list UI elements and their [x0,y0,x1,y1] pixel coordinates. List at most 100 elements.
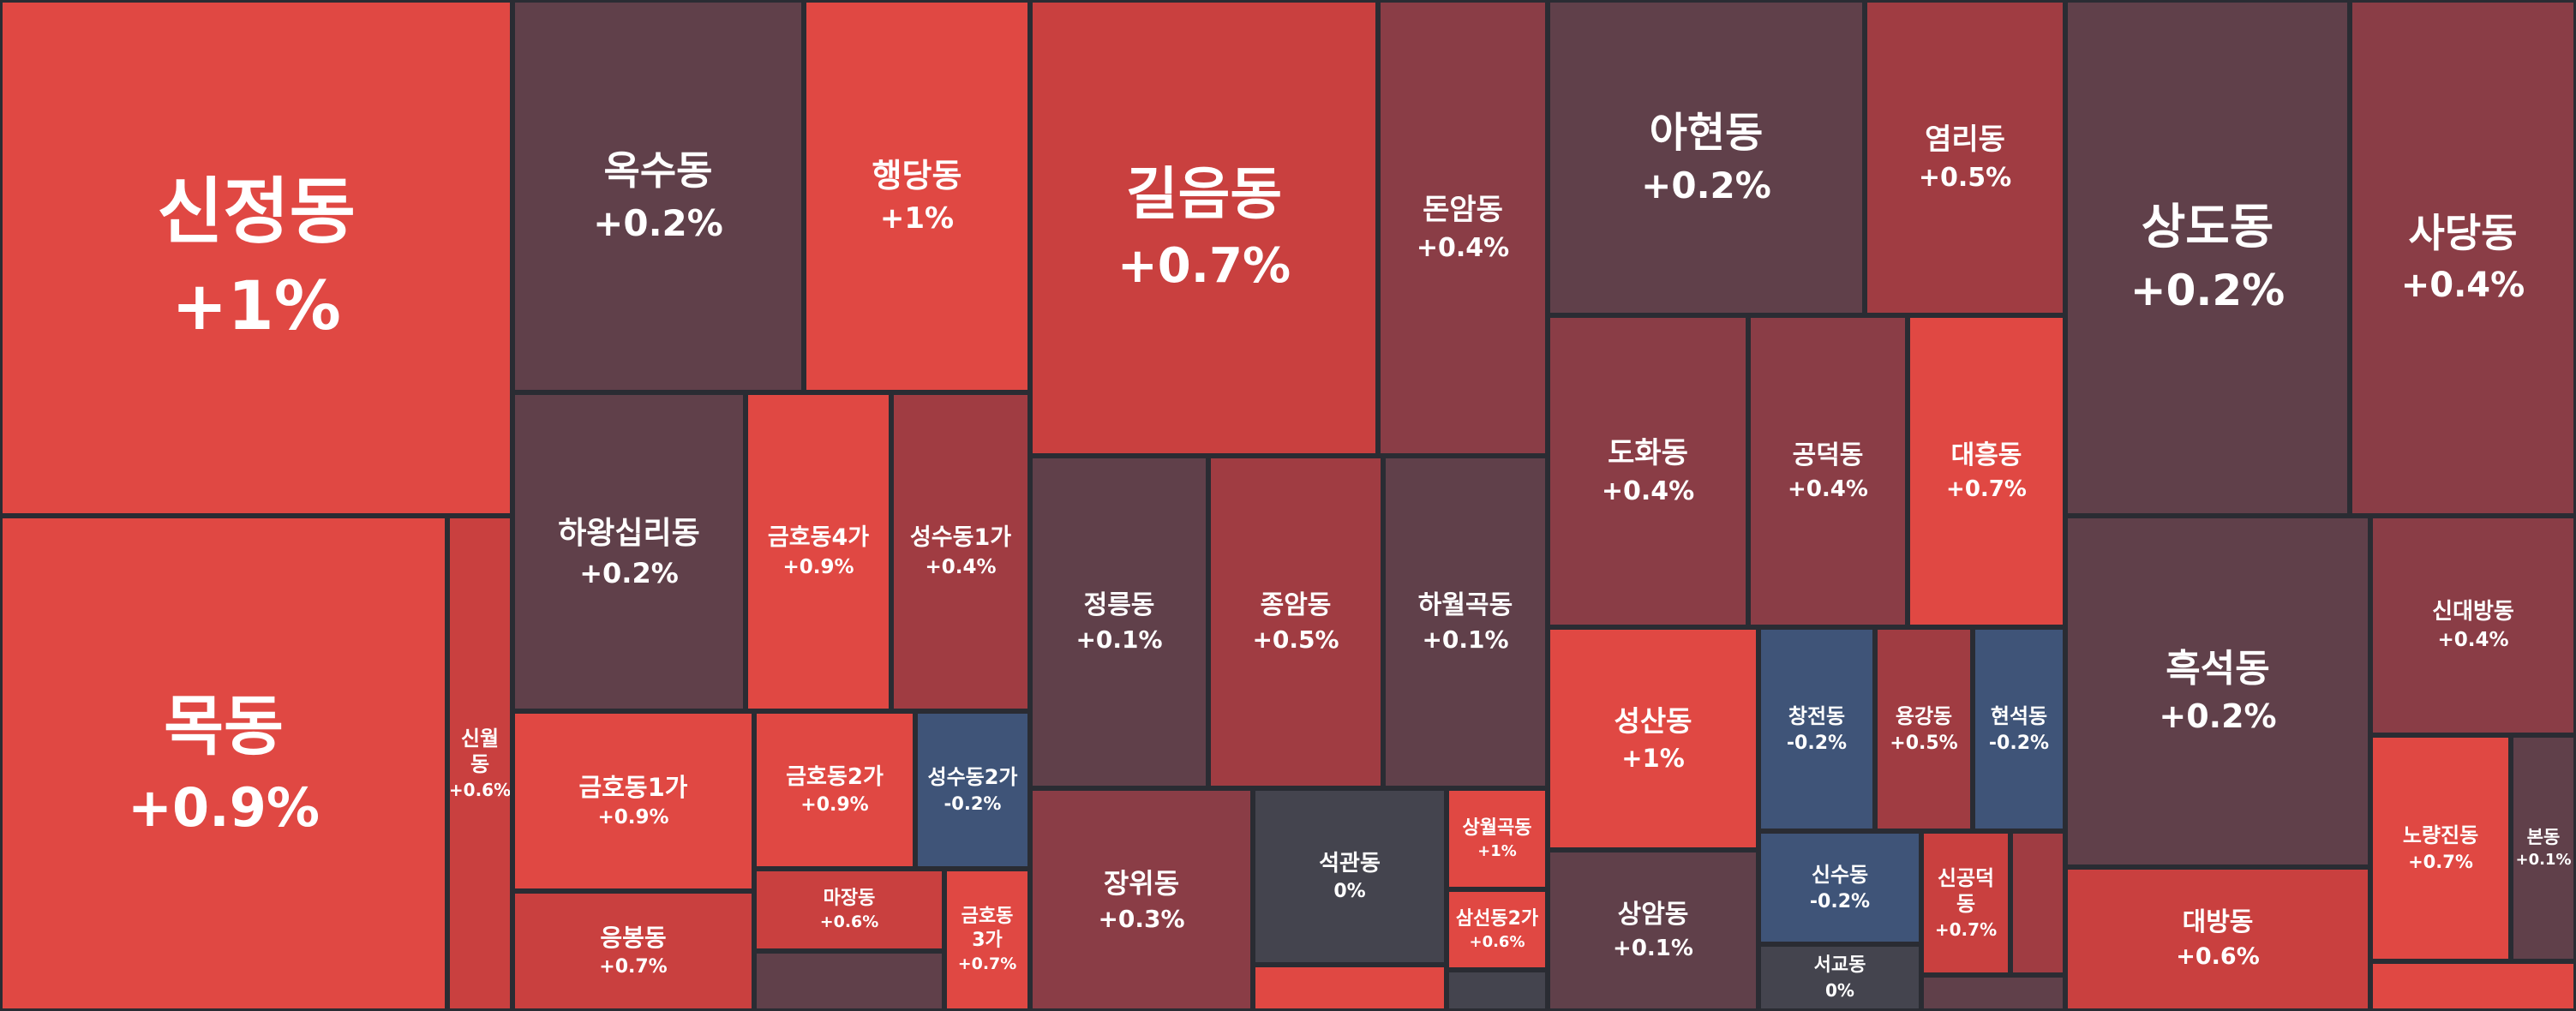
treemap-cell[interactable]: 노량진동 +0.7% [2370,735,2511,961]
cell-name: 하월곡동 [1417,589,1513,620]
treemap-cell[interactable]: 응봉동 +0.7% [512,891,754,1011]
treemap-cell[interactable]: 신월동 +0.6% [447,516,512,1011]
cell-change: +0.1% [1613,935,1693,961]
treemap-cell[interactable] [1447,970,1548,1011]
treemap-cell[interactable] [1253,965,1447,1011]
cell-name: 아현동 [1649,108,1764,157]
cell-name: 금호동1가 [578,773,688,802]
treemap-cell[interactable]: 도화동 +0.4% [1548,315,1748,627]
cell-name: 신공덕동 [1937,866,1995,916]
treemap-cell[interactable]: 신정동 +1% [0,0,512,516]
cell-name: 행당동 [872,156,962,194]
cell-change: +0.4% [2400,265,2525,305]
cell-name: 사당동 [2408,210,2518,257]
treemap-cell[interactable]: 공덕동 +0.4% [1748,315,1908,627]
cell-change: +0.9% [800,794,869,816]
treemap-cell[interactable]: 장위동 +0.3% [1030,788,1253,1011]
treemap-cell[interactable]: 대방동 +0.6% [2065,867,2370,1011]
cell-name: 현석동 [1990,703,2048,728]
cell-change: +0.5% [1918,162,2012,193]
cell-name: 도화동 [1608,436,1688,470]
cell-change: +0.7% [1117,238,1291,295]
treemap-cell[interactable]: 성수동2가 -0.2% [915,711,1030,869]
treemap-cell[interactable]: 금호동4가 +0.9% [746,392,891,711]
treemap-cell[interactable]: 아현동 +0.2% [1548,0,1865,315]
treemap-cell[interactable]: 성산동 +1% [1548,627,1758,850]
cell-change: -0.2% [1786,732,1848,754]
treemap-cell[interactable]: 성수동1가 +0.4% [891,392,1030,711]
treemap-cell[interactable]: 옥수동 +0.2% [512,0,804,392]
cell-name: 본동 [2526,827,2561,848]
cell-change: +0.4% [1601,476,1695,506]
cell-name: 삼선동2가 [1455,907,1539,930]
cell-change: +0.7% [2408,852,2473,873]
treemap-cell[interactable]: 사당동 +0.4% [2350,0,2576,516]
treemap-cell[interactable]: 창전동 -0.2% [1758,627,1875,831]
treemap-cell[interactable]: 삼선동2가 +0.6% [1447,889,1548,970]
cell-change: +0.7% [599,956,668,978]
cell-change: +0.6% [819,912,879,932]
cell-name: 목동 [164,688,284,765]
cell-name: 신월동 [460,727,500,776]
treemap-cell[interactable]: 석관동 0% [1253,788,1447,965]
treemap-cell[interactable]: 마장동 +0.6% [754,869,944,951]
treemap-cell[interactable]: 용강동 +0.5% [1875,627,1973,831]
treemap-cell[interactable]: 신공덕동 +0.7% [1921,831,2010,975]
treemap-cell[interactable] [2370,961,2576,1011]
cell-change: +0.2% [2159,697,2277,736]
cell-name: 성수동1가 [909,524,1012,552]
cell-change: +0.2% [579,556,679,589]
treemap-cell[interactable]: 상암동 +0.1% [1548,850,1758,1011]
treemap-cell[interactable]: 서교동 0% [1758,944,1921,1011]
cell-change: +1% [1621,743,1685,773]
cell-change: -0.2% [944,793,1002,815]
treemap-cell[interactable]: 행당동 +1% [804,0,1030,392]
cell-change: +0.3% [1098,904,1185,933]
cell-name: 창전동 [1788,703,1846,728]
treemap-cell[interactable]: 염리동 +0.5% [1865,0,2065,315]
treemap-cell[interactable]: 정릉동 +0.1% [1030,456,1208,788]
cell-change: +1% [879,201,955,236]
treemap-cell[interactable]: 종암동 +0.5% [1208,456,1383,788]
cell-name: 하왕십리동 [558,515,700,551]
treemap-cell[interactable]: 신수동 -0.2% [1758,831,1921,944]
cell-change: +0.6% [2176,942,2260,970]
cell-change: +0.2% [2130,266,2285,316]
treemap-cell[interactable]: 흑석동 +0.2% [2065,516,2370,867]
treemap-cell[interactable]: 상월곡동 +1% [1447,788,1548,889]
treemap-cell[interactable] [2010,831,2065,975]
treemap-cell[interactable]: 대흥동 +0.7% [1908,315,2065,627]
treemap-cell[interactable]: 목동 +0.9% [0,516,447,1011]
treemap-cell[interactable]: 하월곡동 +0.1% [1383,456,1548,788]
cell-name: 신대방동 [2432,598,2514,625]
cell-change: +0.9% [782,556,854,578]
cell-change: +1% [171,267,341,345]
cell-name: 대방동 [2182,907,2254,938]
cell-name: 돈암동 [1423,193,1503,227]
treemap-cell[interactable]: 돈암동 +0.4% [1378,0,1548,456]
cell-change: -0.2% [1809,890,1871,912]
treemap-cell[interactable]: 금호동1가 +0.9% [512,711,754,891]
cell-name: 용강동 [1895,703,1953,728]
cell-change: +0.2% [593,201,723,244]
cell-change: +0.7% [1934,919,1998,940]
cell-change: +0.1% [2515,851,2572,870]
cell-change: +0.7% [957,954,1017,974]
treemap-cell[interactable] [754,951,944,1011]
cell-change: +1% [1477,842,1517,860]
treemap-cell[interactable]: 현석동 -0.2% [1973,627,2065,831]
treemap-cell[interactable]: 신대방동 +0.4% [2370,516,2576,735]
cell-name: 금호동4가 [767,524,870,552]
treemap-cell[interactable]: 본동 +0.1% [2511,735,2576,961]
treemap-cell[interactable] [1921,975,2065,1011]
treemap-cell[interactable]: 금호동3가 +0.7% [944,869,1030,1011]
treemap-cell[interactable]: 금호동2가 +0.9% [754,711,915,869]
treemap-cell[interactable]: 상도동 +0.2% [2065,0,2350,516]
cell-name: 노량진동 [2402,823,2479,848]
treemap-cell[interactable]: 길음동 +0.7% [1030,0,1378,456]
treemap-cell[interactable]: 하왕십리동 +0.2% [512,392,746,711]
cell-name: 상도동 [2141,200,2274,256]
cell-name: 신정동 [157,169,356,254]
cell-name: 상월곡동 [1462,817,1532,839]
